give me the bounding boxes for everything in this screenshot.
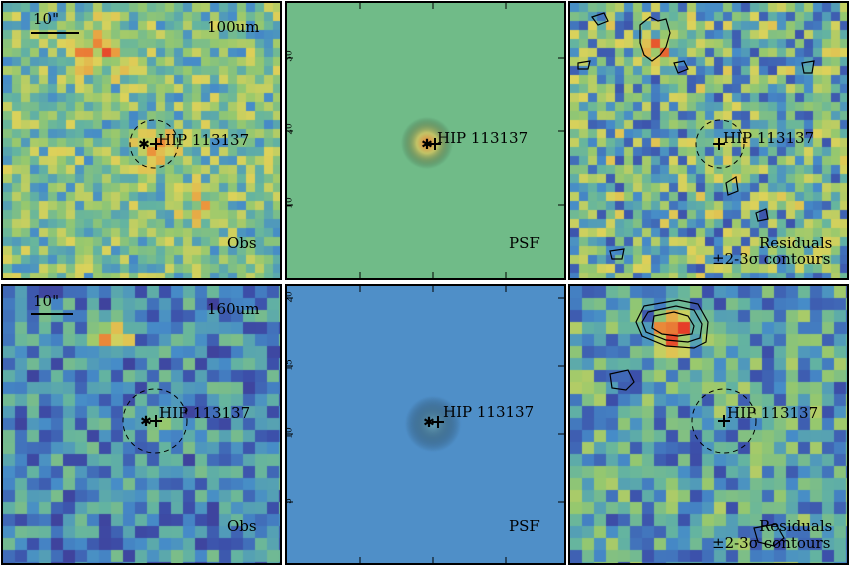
panel-100um-observed: ✱ 10" 100um HIP 113137 Obs [1, 1, 282, 280]
panel-160um-residuals: HIP 113137 Residuals ±2-3σ contours [568, 284, 849, 565]
contour [753, 523, 785, 547]
panel-100um-residuals: HIP 113137 Residuals ±2-3σ contours [568, 1, 849, 280]
panel-label: Residuals [759, 234, 833, 252]
band-label: 100um [207, 18, 260, 36]
panel-label-contours: ±2-3σ contours [712, 250, 831, 268]
contour [609, 369, 635, 391]
overlay-160um-psf: ✱ [287, 286, 564, 563]
aperture-circle [122, 388, 188, 454]
target-label: HIP 113137 [158, 131, 250, 149]
panel-label-contours: ±2-3σ contours [712, 534, 831, 552]
contour [639, 16, 671, 62]
image-160um-observed [3, 286, 280, 563]
panel-label: Obs [227, 234, 257, 252]
star-marker-icon: ✱ [138, 137, 150, 153]
target-label: HIP 113137 [723, 129, 815, 147]
panel-label: Obs [227, 517, 257, 535]
overlay-100um-residuals [577, 12, 815, 260]
target-label: HIP 113137 [443, 403, 535, 421]
panel-label: PSF [509, 517, 540, 535]
star-marker-icon: ✱ [140, 414, 152, 430]
star-marker-icon: ✱ [421, 137, 433, 153]
image-160um-residuals [570, 286, 847, 563]
target-label: HIP 113137 [159, 404, 251, 422]
contour [641, 305, 703, 343]
cross-marker-icon [718, 415, 730, 427]
aperture-circle [691, 388, 757, 454]
overlay-100um-psf: ✱ [287, 3, 564, 278]
panel-label: Residuals [759, 517, 833, 535]
axis-ticks [287, 3, 564, 278]
target-label: HIP 113137 [727, 404, 819, 422]
panel-label: PSF [509, 234, 540, 252]
overlay-160um-observed: ✱ [31, 313, 188, 454]
contour [801, 60, 815, 74]
contour [755, 208, 769, 222]
cross-marker-icon [150, 138, 162, 150]
panel-160um-psf: ✱ 20 15 10 5 HIP 113137 PSF [285, 284, 566, 565]
contour [635, 299, 709, 349]
contour [577, 60, 591, 70]
scale-bar-label: 10" [33, 10, 59, 28]
image-100um-psf [287, 3, 564, 278]
aperture-circle [129, 119, 179, 169]
cross-marker-icon [429, 138, 441, 150]
tick-label: 20 [285, 123, 295, 135]
tick-label: 15 [285, 359, 295, 371]
axis-ticks [287, 286, 564, 563]
contour [651, 311, 695, 337]
star-marker-icon: ✱ [423, 415, 435, 431]
tick-label: 10 [285, 427, 295, 439]
panel-100um-psf: ✱ 30 20 10 HIP 113137 PSF [285, 1, 566, 280]
image-100um-residuals [570, 3, 847, 278]
tick-label: 5 [287, 498, 294, 504]
band-label: 160um [207, 300, 260, 318]
panel-160um-observed: ✱ 10" 160um HIP 113137 Obs [1, 284, 282, 565]
target-label: HIP 113137 [437, 129, 529, 147]
cross-marker-icon [432, 416, 444, 428]
contour [591, 12, 609, 26]
image-160um-psf [287, 286, 564, 563]
scale-bar-label: 10" [33, 292, 59, 310]
aperture-circle [695, 119, 745, 169]
tick-label: 20 [285, 291, 295, 303]
contour [725, 176, 739, 196]
cross-marker-icon [713, 138, 725, 150]
cross-marker-icon [150, 415, 162, 427]
overlay-100um-observed: ✱ [31, 32, 179, 169]
image-100um-observed [3, 3, 280, 278]
contour [609, 248, 625, 260]
contour [673, 60, 689, 74]
overlay-160um-residuals [609, 299, 785, 547]
tick-label: 30 [285, 50, 295, 62]
tick-label: 10 [285, 197, 295, 209]
